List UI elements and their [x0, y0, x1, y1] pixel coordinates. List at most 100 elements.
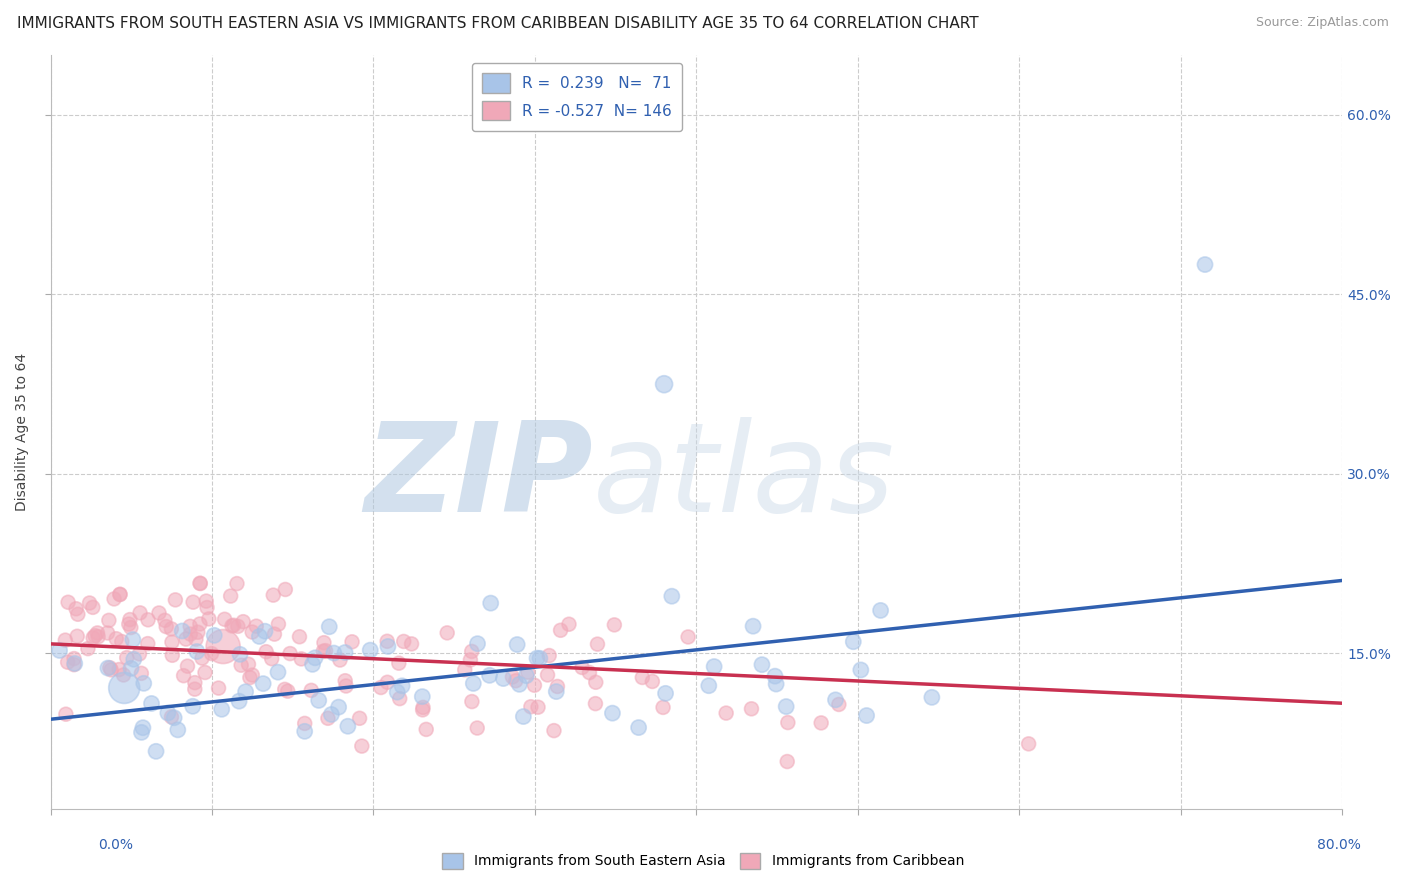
Point — [160, 622, 183, 636]
Point — [226, 619, 249, 633]
Point — [77, 641, 100, 656]
Point — [321, 707, 343, 722]
Point — [921, 690, 943, 705]
Point — [546, 684, 568, 698]
Point — [335, 673, 357, 688]
Point — [652, 700, 675, 714]
Point — [461, 695, 484, 709]
Point — [299, 683, 322, 698]
Point — [63, 651, 86, 665]
Point — [156, 706, 179, 720]
Point — [56, 655, 79, 669]
Point — [229, 648, 252, 662]
Point — [48, 643, 70, 657]
Point — [108, 663, 131, 677]
Point — [512, 709, 534, 723]
Point — [262, 588, 284, 602]
Point — [377, 640, 399, 654]
Text: IMMIGRANTS FROM SOUTH EASTERN ASIA VS IMMIGRANTS FROM CARIBBEAN DISABILITY AGE 3: IMMIGRANTS FROM SOUTH EASTERN ASIA VS IM… — [17, 16, 979, 31]
Point — [312, 636, 335, 650]
Point — [136, 637, 159, 651]
Point — [202, 628, 225, 642]
Point — [239, 671, 262, 685]
Point — [118, 613, 141, 627]
Point — [181, 595, 204, 609]
Point — [1018, 737, 1040, 751]
Point — [212, 640, 235, 654]
Point — [136, 613, 159, 627]
Point — [290, 652, 312, 666]
Point — [387, 685, 409, 699]
Point — [174, 632, 197, 646]
Point — [131, 725, 153, 739]
Point — [714, 706, 737, 720]
Point — [294, 716, 316, 731]
Point — [308, 693, 330, 707]
Point — [55, 707, 77, 722]
Point — [301, 657, 323, 672]
Point — [173, 668, 195, 682]
Point — [207, 681, 229, 695]
Point — [676, 630, 699, 644]
Point — [523, 678, 546, 692]
Point — [247, 630, 270, 644]
Point — [267, 665, 290, 680]
Point — [86, 626, 108, 640]
Point — [122, 652, 145, 666]
Point — [828, 698, 851, 712]
Point — [520, 699, 543, 714]
Point — [179, 627, 201, 641]
Point — [336, 719, 359, 733]
Point — [56, 595, 79, 609]
Point — [260, 651, 283, 665]
Point — [775, 699, 797, 714]
Point — [214, 612, 236, 626]
Point — [184, 675, 207, 690]
Point — [627, 721, 650, 735]
Point — [340, 635, 363, 649]
Point — [412, 700, 434, 714]
Point — [186, 644, 208, 658]
Point — [219, 589, 242, 603]
Text: 80.0%: 80.0% — [1316, 838, 1361, 853]
Text: 0.0%: 0.0% — [98, 838, 132, 853]
Point — [132, 721, 155, 735]
Point — [508, 677, 530, 691]
Point — [105, 632, 128, 646]
Point — [100, 663, 122, 677]
Text: Source: ZipAtlas.com: Source: ZipAtlas.com — [1256, 16, 1389, 29]
Point — [315, 643, 337, 657]
Point — [703, 659, 725, 673]
Point — [148, 606, 170, 620]
Point — [506, 638, 529, 652]
Point — [172, 624, 194, 638]
Point — [87, 630, 110, 644]
Point — [245, 619, 267, 633]
Point — [763, 669, 786, 683]
Point — [527, 700, 550, 714]
Point — [153, 613, 176, 627]
Point — [359, 643, 381, 657]
Point — [529, 651, 551, 665]
Point — [141, 697, 163, 711]
Point — [550, 624, 572, 638]
Point — [228, 694, 250, 708]
Point — [97, 661, 120, 675]
Point — [661, 589, 683, 603]
Point — [505, 673, 527, 688]
Point — [53, 633, 76, 648]
Point — [274, 682, 297, 697]
Point — [578, 665, 600, 680]
Point — [436, 625, 458, 640]
Point — [294, 724, 316, 739]
Point — [536, 668, 558, 682]
Point — [370, 681, 392, 695]
Point — [253, 624, 276, 639]
Point — [585, 675, 607, 690]
Point — [583, 697, 606, 711]
Point — [103, 591, 125, 606]
Point — [492, 672, 515, 686]
Point — [188, 617, 211, 632]
Point — [129, 606, 152, 620]
Point — [65, 601, 87, 615]
